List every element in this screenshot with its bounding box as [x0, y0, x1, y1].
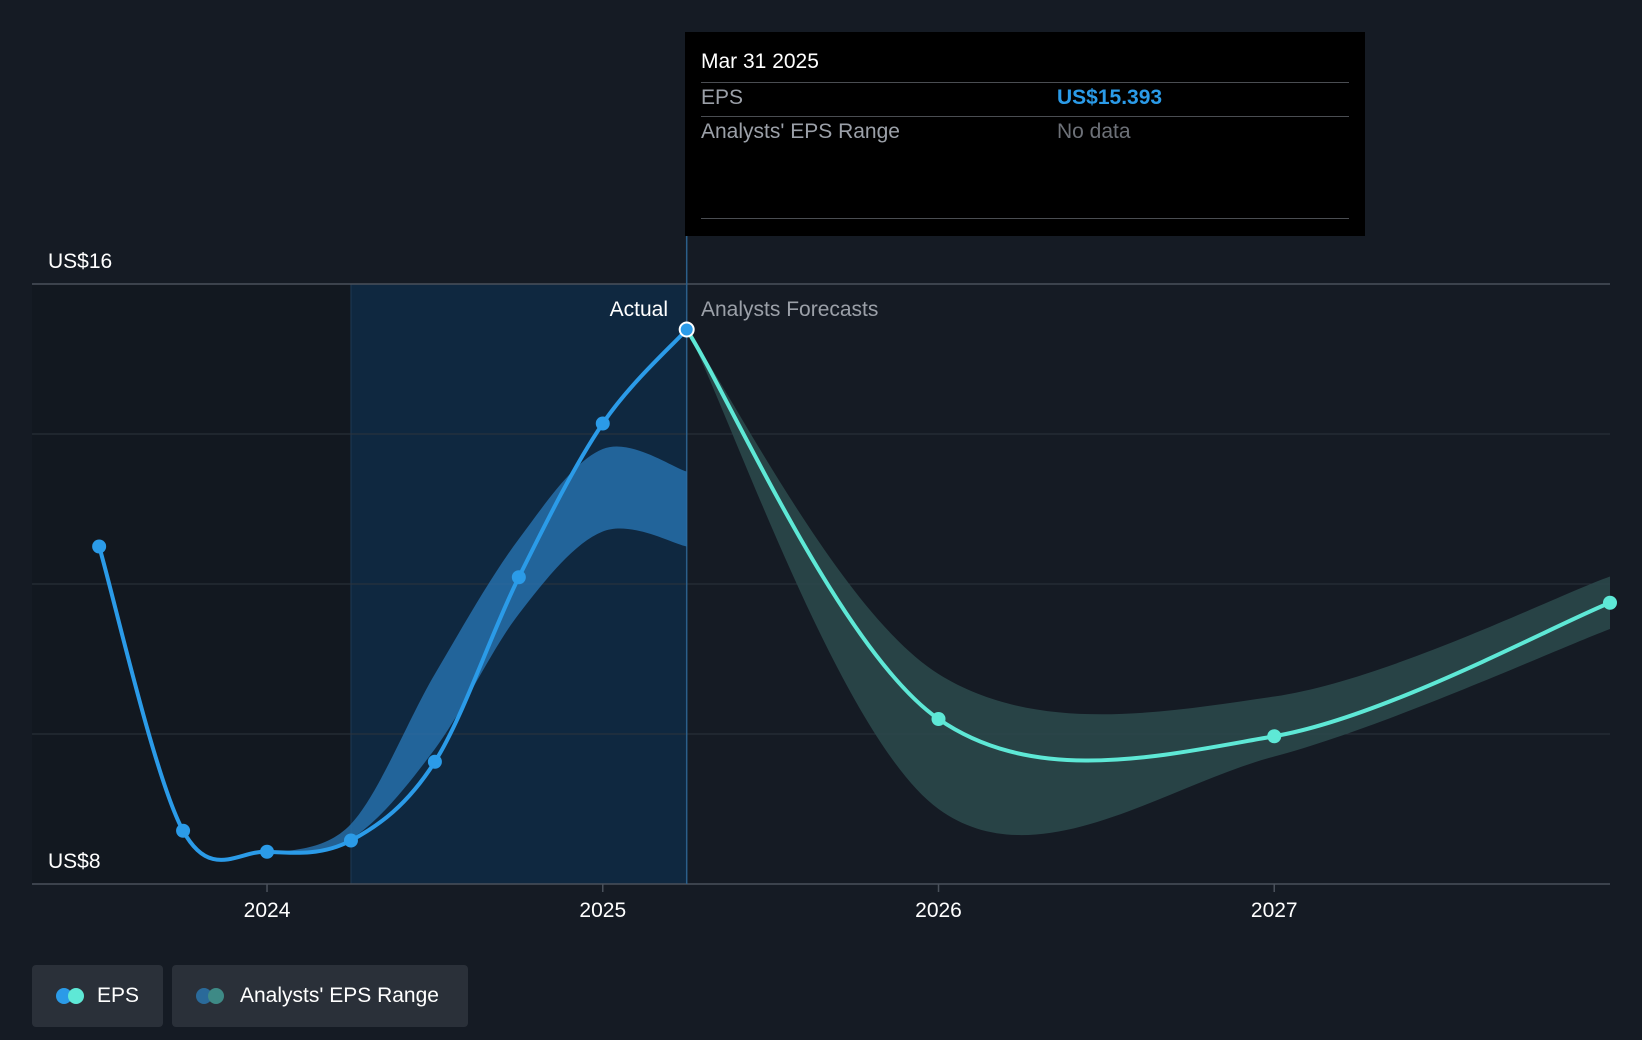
actual-eps-point	[343, 833, 358, 848]
eps-legend-icon	[56, 988, 84, 1004]
y-tick-label: US$16	[48, 250, 112, 273]
actual-range-band	[267, 446, 687, 854]
x-tick-label: 2025	[579, 899, 626, 922]
forecast-eps-point	[1267, 729, 1282, 744]
tooltip-eps-label: EPS	[701, 86, 744, 109]
actual-eps-point	[260, 844, 275, 859]
legend-label-eps: EPS	[96, 984, 139, 1007]
actual-label: Actual	[610, 298, 668, 321]
forecast-label: Analysts Forecasts	[701, 298, 878, 321]
legend-item-range[interactable]: Analysts' EPS Range	[172, 965, 468, 1027]
tooltip: Mar 31 2025 EPS US$15.393 Analysts' EPS …	[685, 32, 1365, 236]
legend-item-eps[interactable]: EPS	[32, 965, 163, 1027]
tooltip-eps-value: US$15.393	[1057, 86, 1163, 109]
tooltip-divider	[701, 218, 1349, 219]
x-tick-label: 2027	[1251, 899, 1298, 922]
eps-points	[92, 321, 1617, 859]
actual-eps-point	[595, 416, 610, 431]
x-tick-label: 2026	[915, 899, 962, 922]
actual-eps-point	[427, 754, 442, 769]
axis-labels: US$16 US$8 2024 2025 2026 2027	[48, 250, 1298, 922]
actual-eps-point	[176, 823, 191, 838]
legend-label-range: Analysts' EPS Range	[240, 984, 439, 1007]
tooltip-divider	[701, 116, 1349, 117]
eps-lines	[97, 327, 1612, 862]
range-legend-icon	[196, 988, 226, 1004]
tooltip-divider	[701, 82, 1349, 83]
tooltip-range-value: No data	[1057, 120, 1131, 143]
eps-range-bands	[267, 329, 1610, 854]
actual-eps-point	[511, 570, 526, 585]
x-tick-label: 2024	[244, 899, 291, 922]
eps-point-highlighted	[678, 321, 695, 338]
actual-eps-point	[92, 539, 107, 554]
tooltip-date: Mar 31 2025	[701, 50, 819, 73]
actual-eps-line	[97, 327, 689, 862]
forecast-eps-point	[931, 712, 946, 726]
y-tick-label: US$8	[48, 850, 101, 873]
forecast-range-band	[686, 329, 1610, 836]
forecast-eps-line	[684, 327, 1612, 763]
tooltip-range-label: Analysts' EPS Range	[701, 120, 900, 143]
forecast-eps-point	[1603, 595, 1617, 610]
